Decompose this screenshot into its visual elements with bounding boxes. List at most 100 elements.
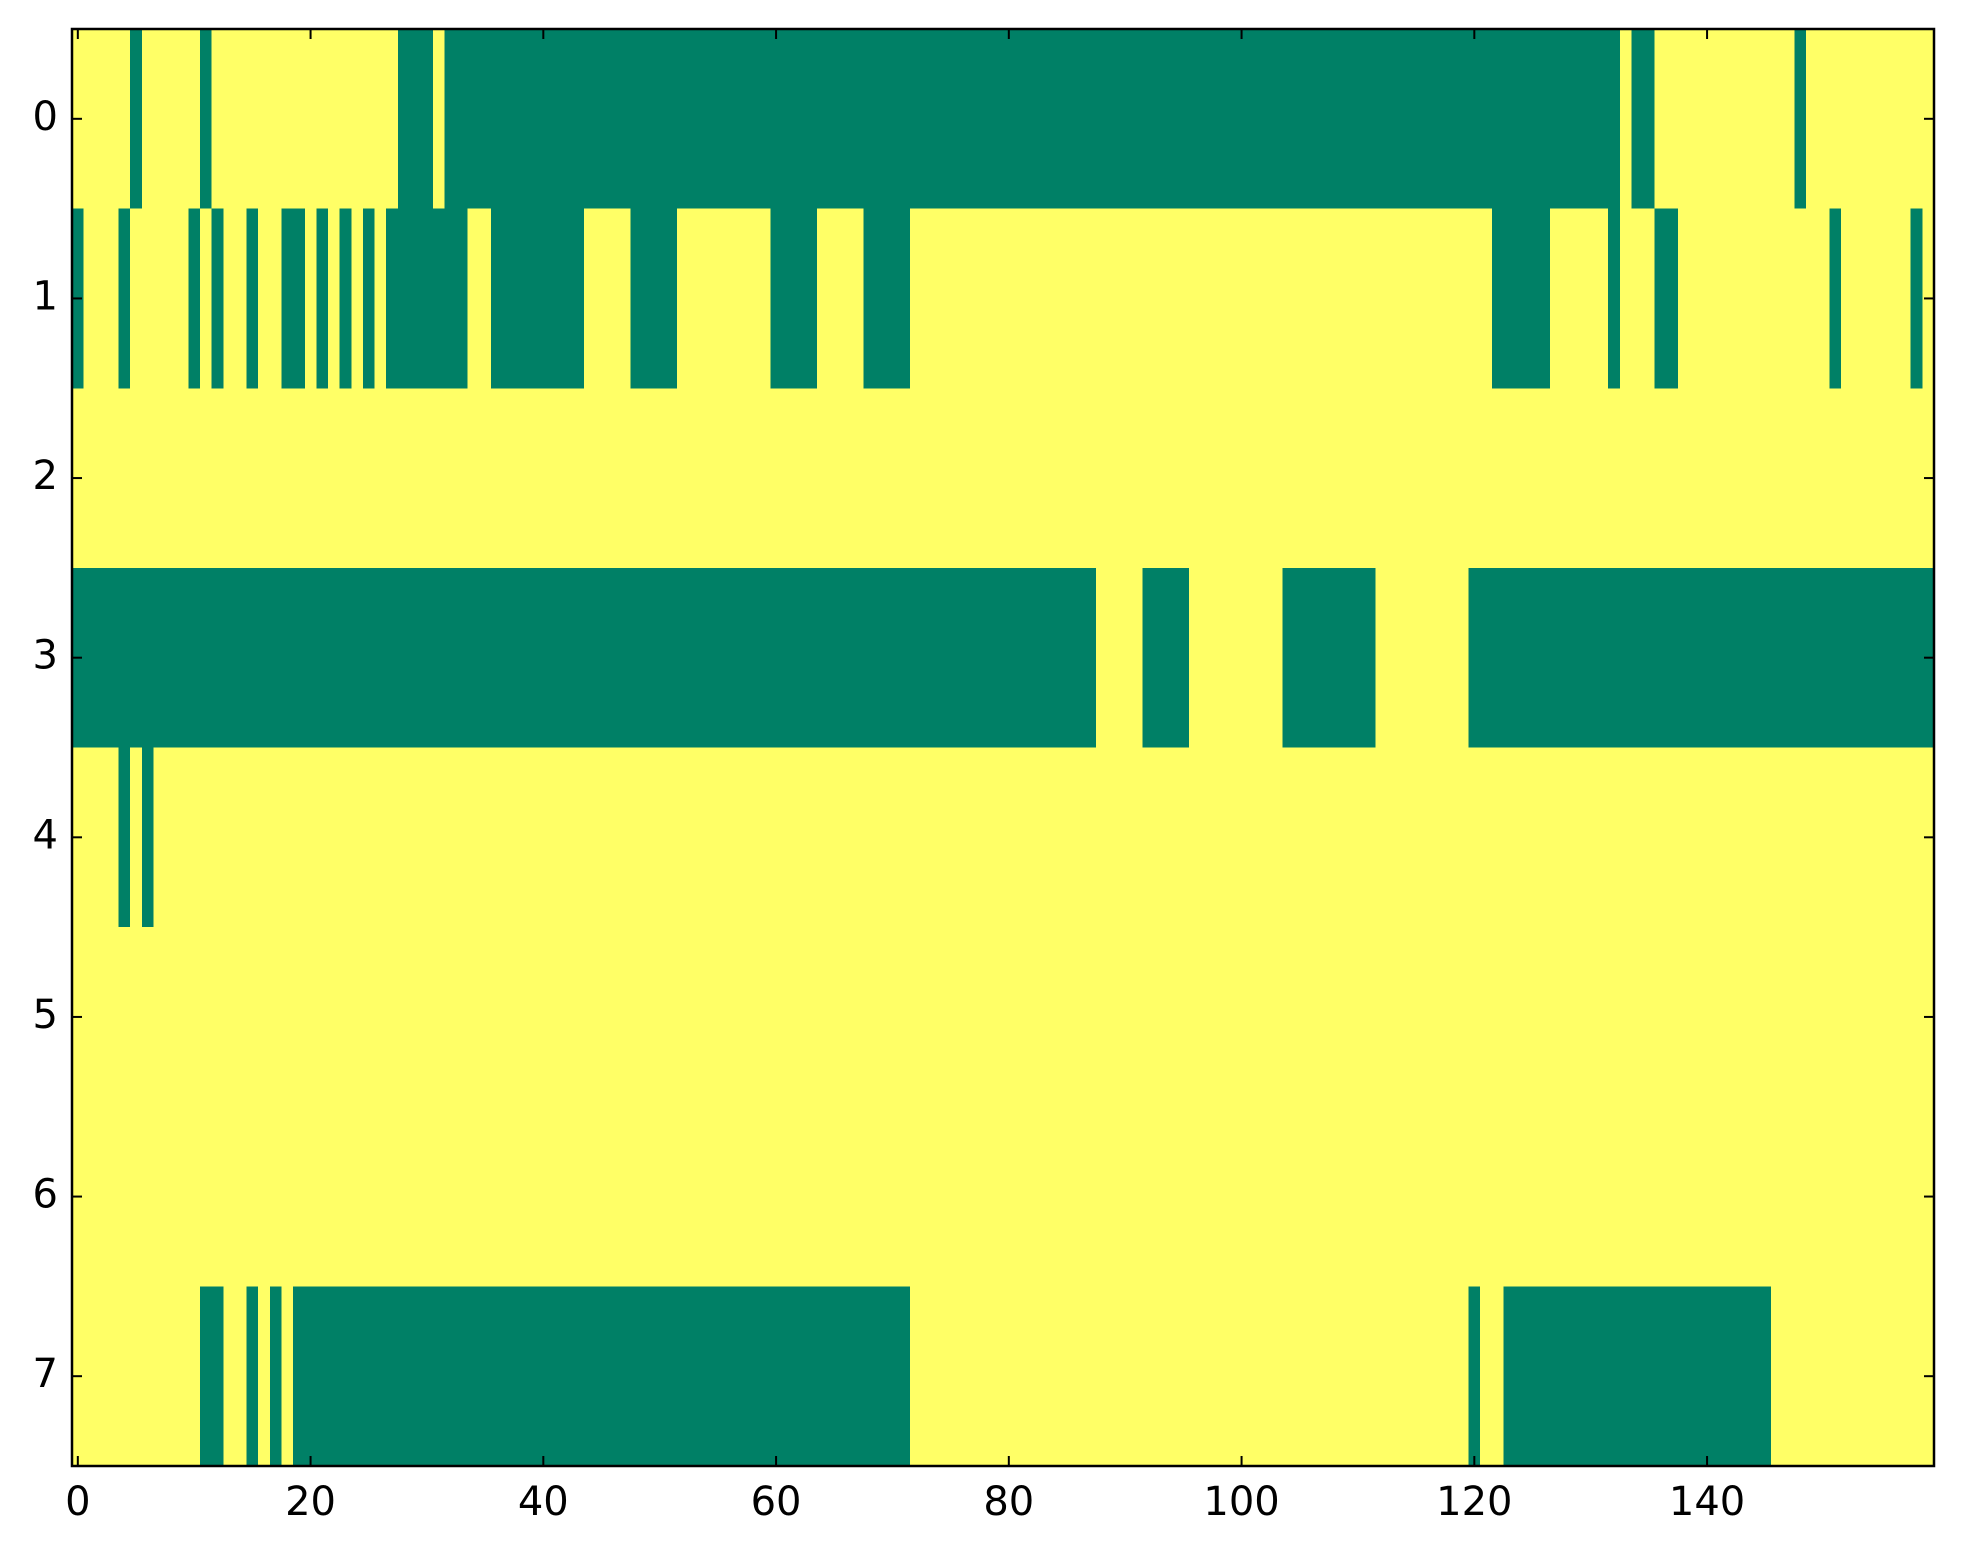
cell bbox=[1712, 567, 1726, 749]
cell bbox=[1561, 567, 1574, 749]
cell bbox=[153, 747, 166, 928]
cell bbox=[95, 747, 108, 928]
cell bbox=[1154, 208, 1167, 389]
cell bbox=[618, 1106, 632, 1287]
cell bbox=[328, 29, 341, 210]
cell bbox=[1654, 29, 1667, 210]
cell bbox=[1829, 388, 1842, 569]
cell bbox=[1317, 1286, 1330, 1467]
cell bbox=[572, 1106, 585, 1287]
cell bbox=[95, 208, 108, 389]
cell bbox=[618, 567, 632, 749]
cell bbox=[258, 1106, 271, 1287]
cell bbox=[165, 29, 178, 210]
cell bbox=[758, 388, 771, 569]
x-tick-label: 80 bbox=[983, 1479, 1034, 1525]
cell bbox=[991, 208, 1004, 389]
cell bbox=[1107, 29, 1120, 210]
cell bbox=[1003, 1106, 1016, 1287]
cell bbox=[1666, 1286, 1679, 1467]
cell bbox=[1375, 747, 1388, 928]
cell bbox=[234, 747, 248, 928]
cell bbox=[1468, 388, 1481, 569]
cell bbox=[712, 567, 725, 749]
cell bbox=[921, 747, 934, 928]
cell bbox=[723, 1286, 736, 1467]
cell bbox=[83, 388, 96, 569]
cell bbox=[397, 747, 411, 928]
cell bbox=[1049, 1106, 1062, 1287]
cell bbox=[1072, 747, 1086, 928]
cell bbox=[1026, 927, 1039, 1108]
cell bbox=[1061, 567, 1074, 749]
cell bbox=[362, 567, 376, 749]
cell bbox=[909, 388, 923, 569]
cell bbox=[397, 927, 411, 1108]
cell bbox=[1328, 388, 1342, 569]
cell bbox=[944, 1286, 958, 1467]
cell bbox=[1573, 927, 1586, 1108]
cell bbox=[1282, 1106, 1295, 1287]
cell bbox=[758, 1286, 771, 1467]
cell bbox=[106, 927, 120, 1108]
cell bbox=[1456, 29, 1470, 210]
cell bbox=[1247, 208, 1260, 389]
cell bbox=[1189, 1106, 1202, 1287]
cell bbox=[1247, 747, 1260, 928]
cell bbox=[467, 747, 480, 928]
cell bbox=[106, 29, 120, 210]
cell bbox=[1433, 1286, 1446, 1467]
cell bbox=[467, 388, 480, 569]
cell bbox=[1154, 927, 1167, 1108]
cell bbox=[1864, 388, 1877, 569]
cell bbox=[1305, 1286, 1318, 1467]
cell bbox=[281, 1286, 294, 1467]
cell bbox=[374, 29, 387, 210]
cell bbox=[1421, 927, 1435, 1108]
cell bbox=[560, 747, 574, 928]
cell bbox=[1852, 208, 1865, 389]
cell bbox=[1119, 747, 1132, 928]
cell bbox=[793, 1286, 806, 1467]
cell bbox=[118, 29, 131, 210]
cell bbox=[374, 1106, 387, 1287]
cell bbox=[1282, 388, 1295, 569]
cell bbox=[409, 208, 422, 389]
cell bbox=[1480, 927, 1493, 1108]
cell bbox=[1259, 1106, 1272, 1287]
cell bbox=[793, 1106, 806, 1287]
cell bbox=[898, 29, 911, 210]
cell bbox=[1771, 1106, 1784, 1287]
cell bbox=[1584, 1286, 1598, 1467]
cell bbox=[851, 747, 864, 928]
cell bbox=[467, 208, 480, 389]
cell bbox=[83, 567, 96, 749]
cell bbox=[1503, 747, 1516, 928]
cell bbox=[1829, 208, 1842, 389]
cell bbox=[211, 208, 224, 389]
cell bbox=[490, 927, 504, 1108]
cell bbox=[1096, 29, 1109, 210]
cell bbox=[1014, 1106, 1027, 1287]
cell bbox=[514, 567, 527, 749]
cell bbox=[537, 567, 550, 749]
cell bbox=[1538, 29, 1551, 210]
cell bbox=[1061, 29, 1074, 210]
cell bbox=[642, 567, 655, 749]
cell bbox=[490, 1286, 504, 1467]
cell bbox=[1375, 388, 1388, 569]
cell bbox=[816, 567, 830, 749]
cell bbox=[130, 1106, 143, 1287]
cell bbox=[1654, 1106, 1667, 1287]
cell bbox=[1131, 29, 1144, 210]
cell bbox=[1189, 927, 1202, 1108]
cell bbox=[630, 927, 643, 1108]
cell bbox=[1852, 1106, 1865, 1287]
cell bbox=[1619, 208, 1633, 389]
cell bbox=[909, 208, 923, 389]
cell bbox=[351, 1286, 364, 1467]
cell bbox=[328, 208, 341, 389]
cell bbox=[1910, 1286, 1923, 1467]
cell bbox=[269, 208, 283, 389]
